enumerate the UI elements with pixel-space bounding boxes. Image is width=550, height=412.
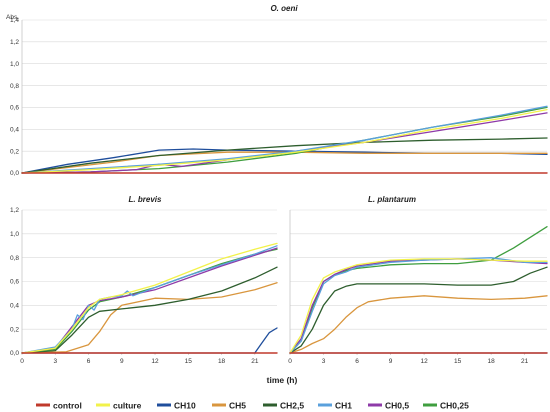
legend-label-ch5: CH5 — [229, 401, 246, 411]
x-tick-label: 12 — [420, 358, 428, 365]
x-tick-label: 6 — [87, 358, 91, 365]
x-tick-label: 9 — [120, 358, 124, 365]
x-tick-label: 15 — [454, 358, 462, 365]
y-tick-label: 1,0 — [10, 231, 19, 238]
y-tick-label: 1,2 — [10, 39, 19, 46]
legend-label-ch1: CH1 — [335, 401, 352, 411]
y-tick-label: 0,2 — [10, 148, 19, 155]
panel-l-plantarum: 0 3 6 9 12 15 18 21 L. plantarum time (h) — [267, 195, 548, 385]
panel-title-l-brevis: L. brevis — [129, 195, 162, 204]
y-tick-label: 1,4 — [10, 17, 19, 24]
panel-o-oeni: 0,0 0,2 0,4 0,6 0,8 1,0 1,2 1,4 O. oeni Abs. — [6, 4, 548, 177]
y-tick-label: 1,0 — [10, 61, 19, 68]
x-axis-label: time (h) — [267, 375, 298, 385]
x-tick-label: 0 — [288, 358, 292, 365]
series-line-ch1 — [21, 105, 548, 174]
y-tick-label: 0,6 — [10, 279, 19, 286]
y-tick-label: 0,0 — [10, 170, 19, 177]
panel-l-brevis: 0,0 0,2 0,4 0,6 0,8 1,0 1,2 0 3 6 9 12 15 18 21 L. brev… — [10, 195, 278, 365]
series-line-ch5 — [21, 282, 278, 354]
panel-title-o-oeni: O. oeni — [270, 4, 298, 13]
series-line-ch0-5 — [21, 247, 278, 354]
series-line-culture — [21, 242, 278, 354]
series-line-culture — [21, 108, 548, 174]
x-tick-label: 3 — [322, 358, 326, 365]
x-tick-label: 18 — [218, 358, 226, 365]
x-tick-label: 21 — [251, 358, 259, 365]
legend-label-ch0-5: CH0,5 — [385, 401, 409, 411]
legend-label-culture: culture — [113, 401, 142, 411]
y-tick-label: 0,4 — [10, 126, 19, 133]
series-line-ch2-5 — [21, 266, 278, 354]
series-line-ch5 — [21, 151, 548, 174]
x-tick-label: 0 — [20, 358, 24, 365]
series-line-ch5 — [289, 295, 548, 354]
legend: control culture CH10 CH5 CH2,5 CH1 CH0,5 CH0,25 — [36, 401, 469, 411]
y-tick-label: 1,2 — [10, 207, 19, 214]
legend-label-ch0-25: CH0,25 — [440, 401, 469, 411]
y-tick-label: 0,8 — [10, 255, 19, 262]
panel-title-l-plantarum: L. plantarum — [368, 195, 416, 204]
y-axis-label: Abs. — [6, 14, 19, 21]
legend-label-control: control — [53, 401, 82, 411]
x-tick-label: 9 — [389, 358, 393, 365]
x-tick-label: 6 — [355, 358, 359, 365]
y-tick-label: 0,6 — [10, 105, 19, 112]
legend-label-ch10: CH10 — [174, 401, 196, 411]
series-line-ch2-5 — [289, 266, 548, 354]
x-tick-label: 21 — [521, 358, 529, 365]
series-line-ch1 — [289, 257, 548, 354]
series-line-culture — [289, 258, 548, 354]
series-line-ch0-25 — [289, 226, 548, 354]
y-tick-label: 0,2 — [10, 326, 19, 333]
series-line-ch2-5 — [21, 137, 548, 174]
y-tick-label: 0,0 — [10, 350, 19, 357]
x-tick-label: 12 — [151, 358, 159, 365]
y-tick-label: 0,4 — [10, 303, 19, 310]
x-tick-label: 3 — [53, 358, 57, 365]
x-tick-label: 18 — [488, 358, 496, 365]
x-tick-label: 15 — [185, 358, 193, 365]
y-tick-label: 0,8 — [10, 83, 19, 90]
legend-label-ch2-5: CH2,5 — [280, 401, 304, 411]
